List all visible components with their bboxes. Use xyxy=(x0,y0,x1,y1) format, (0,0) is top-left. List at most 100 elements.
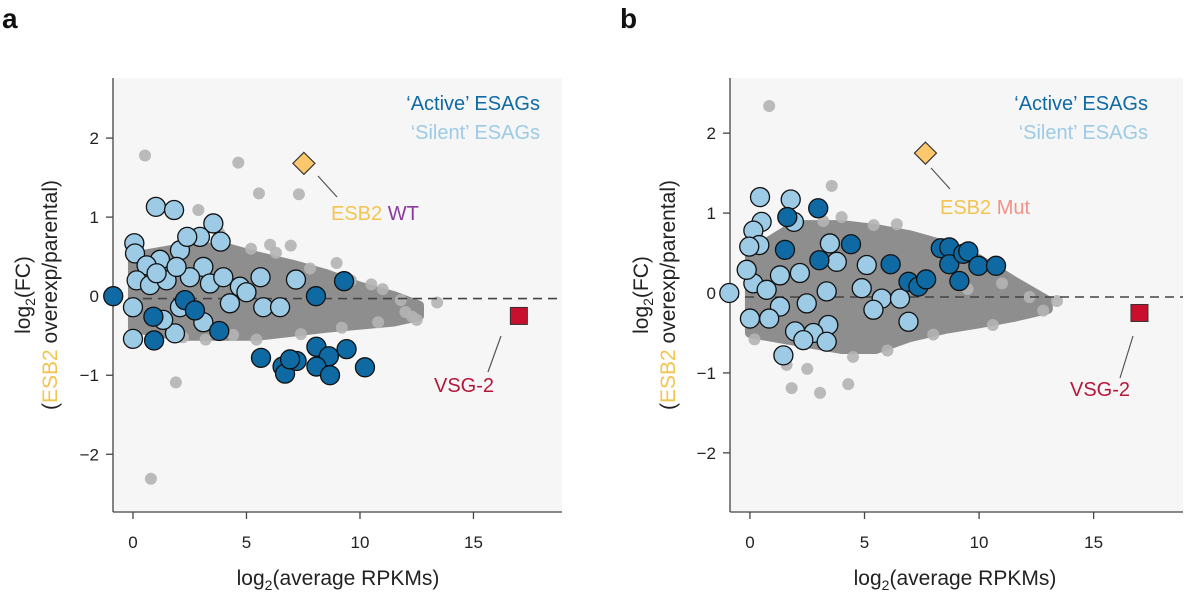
silent-esag-point xyxy=(819,233,841,254)
panel-letter: b xyxy=(620,3,637,34)
gene-point xyxy=(227,328,240,341)
silent-esag-point xyxy=(219,293,241,314)
x-tick-label: 15 xyxy=(1084,533,1103,552)
gene-point xyxy=(330,256,343,269)
active-esag-point xyxy=(949,270,970,292)
esb2-annotation: ESB2 WT xyxy=(331,203,419,225)
x-tick-label: 0 xyxy=(745,533,754,552)
gene-point xyxy=(169,376,182,389)
active-esag-point xyxy=(143,306,164,327)
silent-esag-point xyxy=(898,311,919,332)
active-esag-point xyxy=(985,255,1007,276)
esb2-label: ESB2 xyxy=(331,203,382,225)
silent-esag-point xyxy=(179,267,201,288)
x-tick-label: 10 xyxy=(970,533,989,552)
x-tick-label: 5 xyxy=(242,533,251,552)
y-tick-label: −1 xyxy=(697,364,716,383)
gene-point xyxy=(431,296,444,309)
active-esag-point xyxy=(184,300,206,321)
gene-point xyxy=(825,179,838,192)
silent-esag-point xyxy=(793,330,814,351)
gene-point xyxy=(376,283,389,296)
gene-point xyxy=(1050,294,1063,307)
gene-point xyxy=(847,350,860,363)
silent-esag-point xyxy=(122,297,144,318)
active-esag-point xyxy=(808,198,829,219)
y-axis-label: log2(FC) (ESB2 overexp/parental) xyxy=(12,180,62,410)
esb2-leader-line xyxy=(930,167,951,190)
active-esag-point xyxy=(333,271,355,292)
silent-esag-point xyxy=(719,282,740,304)
variant-label: Mut xyxy=(997,197,1031,219)
gene-point xyxy=(995,277,1008,290)
gene-point xyxy=(335,321,348,334)
y-tick-label: 2 xyxy=(90,129,99,148)
active-esag-point xyxy=(840,234,862,255)
esb2-annotation: ESB2 Mut xyxy=(940,197,1031,219)
esb2-marker xyxy=(292,151,316,176)
svg-text:(ESB2 overexp/parental): (ESB2 overexp/parental) xyxy=(39,180,62,410)
gene-point xyxy=(139,149,152,162)
gene-point xyxy=(785,382,798,395)
active-esag-point xyxy=(319,365,341,386)
y-tick-label: 1 xyxy=(707,204,716,223)
silent-esag-point xyxy=(177,226,198,248)
active-esag-point xyxy=(958,241,979,262)
x-axis-label: log2(average RPKMs) xyxy=(237,567,440,593)
legend-silent: ‘Silent’ ESAGs xyxy=(1019,122,1148,144)
silent-esag-point xyxy=(789,262,811,284)
active-esag-point xyxy=(968,255,989,276)
silent-esag-point xyxy=(736,259,757,280)
silent-esag-point xyxy=(769,265,791,286)
gene-point xyxy=(199,333,212,346)
y-tick-label: −2 xyxy=(697,444,716,463)
gene-point xyxy=(748,333,761,346)
silent-esag-point xyxy=(756,279,777,300)
x-tick-label: 5 xyxy=(860,533,869,552)
active-esag-point xyxy=(143,330,165,351)
gene-point xyxy=(250,333,263,346)
silent-esag-point xyxy=(826,251,847,272)
vsg2-leader-line xyxy=(487,335,502,373)
silent-esag-point xyxy=(269,297,291,318)
gene-point xyxy=(284,239,297,252)
gene-point xyxy=(372,316,385,329)
active-esag-point xyxy=(774,239,796,260)
silent-esag-point xyxy=(780,189,801,210)
gene-point xyxy=(192,204,205,217)
silent-esag-point xyxy=(796,293,817,314)
gene-point xyxy=(881,344,894,357)
gene-point xyxy=(394,294,407,307)
gene-point xyxy=(835,211,848,224)
y-tick-label: 2 xyxy=(707,124,716,143)
active-esag-point xyxy=(777,206,798,228)
silent-esag-point xyxy=(236,282,257,303)
vsg2-label: VSG-2 xyxy=(434,375,494,397)
gene-point xyxy=(365,278,378,291)
gene-point xyxy=(927,328,940,341)
esb2-leader-line xyxy=(317,175,338,198)
vsg2-label: VSG-2 xyxy=(1070,379,1130,401)
active-esag-point xyxy=(103,286,124,307)
gene-point xyxy=(399,305,412,318)
y-tick-label: −2 xyxy=(80,445,99,464)
active-esag-point xyxy=(939,254,960,275)
active-esag-point xyxy=(880,254,901,275)
gene-point xyxy=(232,156,245,169)
gene-point xyxy=(814,386,827,399)
y-tick-label: −1 xyxy=(80,366,99,385)
gene-point xyxy=(842,378,855,391)
gene-point xyxy=(1023,290,1036,303)
silent-esag-point xyxy=(816,281,837,302)
active-esag-point xyxy=(915,269,937,290)
gene-point xyxy=(986,318,999,331)
y-tick-label: 1 xyxy=(90,208,99,227)
silent-esag-point xyxy=(739,308,761,329)
esb2-label: ESB2 xyxy=(940,197,991,219)
gene-point xyxy=(269,246,282,259)
silent-esag-point xyxy=(749,186,771,208)
silent-esag-point xyxy=(863,299,884,320)
legend-active: ‘Active’ ESAGs xyxy=(1014,93,1148,115)
